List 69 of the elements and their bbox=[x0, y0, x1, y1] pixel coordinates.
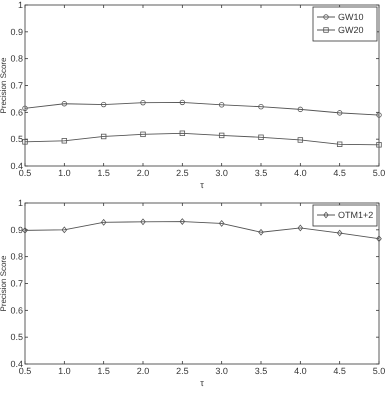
y-axis-title: Precision Score bbox=[0, 56, 8, 114]
point bbox=[376, 112, 382, 118]
point bbox=[218, 132, 224, 138]
legend-label: GW20 bbox=[338, 25, 364, 35]
x-tick-label: 4.0 bbox=[294, 168, 307, 178]
point bbox=[298, 137, 304, 143]
x-tick-label: 2.5 bbox=[176, 168, 189, 178]
y-tick-label: 0.6 bbox=[10, 305, 23, 316]
x-tick-label: 5.0 bbox=[372, 366, 386, 376]
legend-label: OTM1+2 bbox=[338, 210, 374, 220]
x-tick-label: 1.0 bbox=[58, 366, 71, 376]
point bbox=[258, 229, 264, 236]
point bbox=[376, 235, 382, 242]
y-axis-title: Precision Score bbox=[0, 254, 8, 312]
x-tick-label: 3.0 bbox=[215, 168, 228, 178]
y-tick-label: 1 bbox=[18, 198, 23, 208]
x-tick-label: 1.5 bbox=[97, 366, 110, 376]
x-tick-label: 4.5 bbox=[333, 366, 346, 376]
y-tick-label: 0.7 bbox=[10, 278, 23, 288]
point bbox=[336, 110, 342, 116]
point bbox=[218, 102, 224, 108]
x-tick-label: 1.5 bbox=[97, 168, 110, 178]
x-tick-label: 3.5 bbox=[254, 168, 268, 178]
y-tick-label: 0.6 bbox=[10, 107, 23, 118]
point bbox=[218, 220, 224, 227]
point bbox=[22, 106, 28, 112]
y-tick-label: 0.8 bbox=[10, 54, 23, 64]
y-tick-label: 0.5 bbox=[10, 332, 23, 342]
x-axis-title: τ bbox=[200, 180, 204, 190]
point bbox=[258, 134, 264, 140]
y-tick-label: 0.4 bbox=[10, 359, 23, 369]
y-tick-label: 0.9 bbox=[10, 26, 23, 37]
y-tick-label: 0.4 bbox=[10, 161, 23, 171]
x-tick-label: 3.5 bbox=[254, 366, 268, 376]
x-axis-title: τ bbox=[200, 378, 204, 388]
point bbox=[62, 138, 68, 144]
x-tick-label: 4.5 bbox=[333, 168, 346, 178]
x-tick-label: 2.5 bbox=[176, 366, 189, 376]
y-tick-label: 1 bbox=[18, 0, 23, 10]
point bbox=[258, 104, 264, 110]
point bbox=[100, 134, 106, 140]
point bbox=[62, 226, 68, 234]
y-tick-label: 0.5 bbox=[10, 134, 23, 144]
point bbox=[298, 224, 304, 232]
point bbox=[180, 130, 186, 136]
point bbox=[180, 218, 186, 225]
x-tick-label: 4.0 bbox=[294, 366, 307, 376]
y-tick-label: 0.9 bbox=[10, 224, 23, 235]
x-tick-label: 5.0 bbox=[372, 168, 386, 178]
point bbox=[140, 132, 146, 138]
point bbox=[62, 101, 68, 106]
point bbox=[298, 106, 304, 112]
y-tick-label: 0.8 bbox=[10, 252, 23, 262]
point bbox=[100, 219, 106, 226]
point bbox=[376, 142, 382, 148]
point bbox=[140, 100, 146, 106]
point bbox=[336, 142, 342, 147]
x-tick-label: 1.0 bbox=[58, 168, 71, 178]
point bbox=[22, 139, 28, 145]
point bbox=[22, 227, 28, 234]
point bbox=[336, 230, 342, 236]
point bbox=[180, 100, 186, 106]
y-tick-label: 0.7 bbox=[10, 80, 23, 90]
x-tick-label: 2.0 bbox=[136, 366, 150, 376]
point bbox=[100, 102, 106, 108]
x-tick-label: 3.0 bbox=[215, 366, 228, 376]
x-tick-label: 2.0 bbox=[136, 168, 150, 178]
legend-label: GW10 bbox=[338, 12, 364, 22]
point bbox=[140, 218, 146, 225]
